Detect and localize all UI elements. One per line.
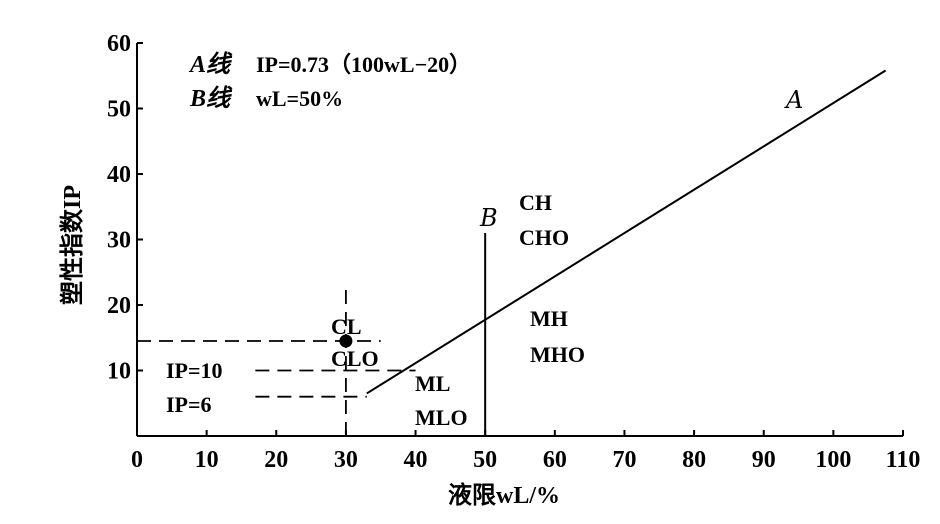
series-line-a [366,69,887,395]
x-tick-label: 110 [886,447,921,473]
x-axis-label: 液限wL/% [448,481,560,509]
x-tick-label: 30 [334,447,358,473]
x-tick-label: 20 [264,447,288,473]
y-axis-label: 塑性指数IP [59,185,86,305]
y-tick-label: 60 [107,31,131,57]
legend-a-equation: IP=0.73（100wL−20） [256,52,471,77]
region-ml: ML [415,371,450,396]
line-a-label: A [784,86,803,114]
legend-a-label: A线 [188,51,233,78]
x-tick-label: 90 [752,447,776,473]
y-tick-label: 20 [107,293,131,319]
y-tick-label: 10 [107,359,131,385]
x-tick-label: 100 [815,447,851,473]
legend-b-equation: wL=50% [256,86,343,111]
region-ch: CH [519,190,552,215]
data-points [339,334,353,348]
series-lines [366,69,887,436]
x-tick-label: 50 [473,447,497,473]
data-point [339,334,353,348]
ref-label-ip10: IP=10 [166,358,223,383]
y-tick-label: 30 [107,228,131,254]
y-tick-label: 50 [107,97,131,123]
x-tick-label: 0 [131,447,143,473]
x-tick-label: 40 [404,447,428,473]
line-b-label: B [479,204,498,232]
x-tick-label: 80 [682,447,706,473]
region-clo: CLO [331,346,379,371]
legend-b-label: B线 [189,85,233,112]
region-mlo: MLO [415,405,468,430]
axis-ticks: 0 10 20 30 40 50 60 70 80 90 100 110 10 20 30 40 50 60 [107,31,920,473]
region-mh: MH [530,306,568,331]
x-tick-label: 10 [195,447,219,473]
ref-label-ip6: IP=6 [166,392,212,417]
region-mho: MHO [530,342,585,367]
region-cho: CHO [519,225,569,250]
region-cl: CL [331,314,362,339]
x-tick-label: 60 [543,447,567,473]
y-tick-label: 40 [107,162,131,188]
x-tick-label: 70 [612,447,636,473]
